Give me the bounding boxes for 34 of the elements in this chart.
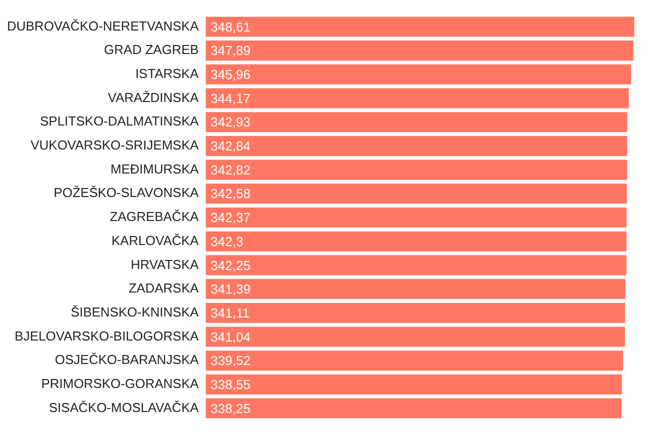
y-tick-label: HRVATSKA bbox=[130, 256, 199, 272]
y-tick-label: SPLITSKO-DALMATINSKA bbox=[40, 114, 199, 129]
data-label: 338,55 bbox=[210, 377, 250, 392]
data-label: 342,3 bbox=[210, 234, 244, 249]
y-tick-label: ZAGREBAČKA bbox=[110, 209, 199, 224]
data-label: 342,37 bbox=[210, 210, 250, 226]
data-label: 338,25 bbox=[210, 400, 250, 416]
y-tick-label: KARLOVAČKA bbox=[111, 232, 199, 248]
y-tick-label: ISTARSKA bbox=[135, 66, 199, 81]
y-tick-label: SISAČKO-MOSLAVAČKA bbox=[48, 400, 199, 415]
y-tick-label: ZADARSKA bbox=[128, 280, 199, 296]
y-tick-label: DUBROVAČKO-NERETVANSKA bbox=[6, 18, 199, 34]
data-label: 341,04 bbox=[210, 329, 250, 344]
data-label: 342,93 bbox=[210, 114, 250, 130]
data-label: 339,52 bbox=[210, 353, 250, 368]
data-label: 347,89 bbox=[210, 43, 250, 58]
y-tick-label: GRAD ZAGREB bbox=[104, 42, 199, 58]
data-label: 345,96 bbox=[210, 66, 250, 82]
data-label: 342,84 bbox=[210, 138, 250, 154]
data-label: 348,61 bbox=[210, 19, 250, 34]
y-tick-label: VARAŽDINSKA bbox=[108, 90, 199, 105]
data-label: 341,11 bbox=[210, 305, 250, 320]
y-tick-label: MEĐIMURSKA bbox=[110, 161, 199, 176]
y-tick-label: POŽEŠKO-SLAVONSKA bbox=[54, 185, 199, 200]
data-label: 344,17 bbox=[210, 90, 250, 106]
data-label: 342,25 bbox=[210, 258, 250, 273]
y-tick-label: OSJEČKO-BARANJSKA bbox=[54, 352, 199, 368]
data-label: 341,39 bbox=[210, 282, 250, 297]
y-tick-label: VUKOVARSKO-SRIJEMSKA bbox=[30, 138, 199, 153]
y-tick-label: ŠIBENSKO-KNINSKA bbox=[70, 304, 199, 320]
data-label: 342,58 bbox=[210, 186, 250, 202]
data-label: 342,82 bbox=[210, 162, 250, 178]
y-tick-label: BJELOVARSKO-BILOGORSKA bbox=[14, 328, 199, 344]
y-tick-label: PRIMORSKO-GORANSKA bbox=[41, 376, 199, 392]
